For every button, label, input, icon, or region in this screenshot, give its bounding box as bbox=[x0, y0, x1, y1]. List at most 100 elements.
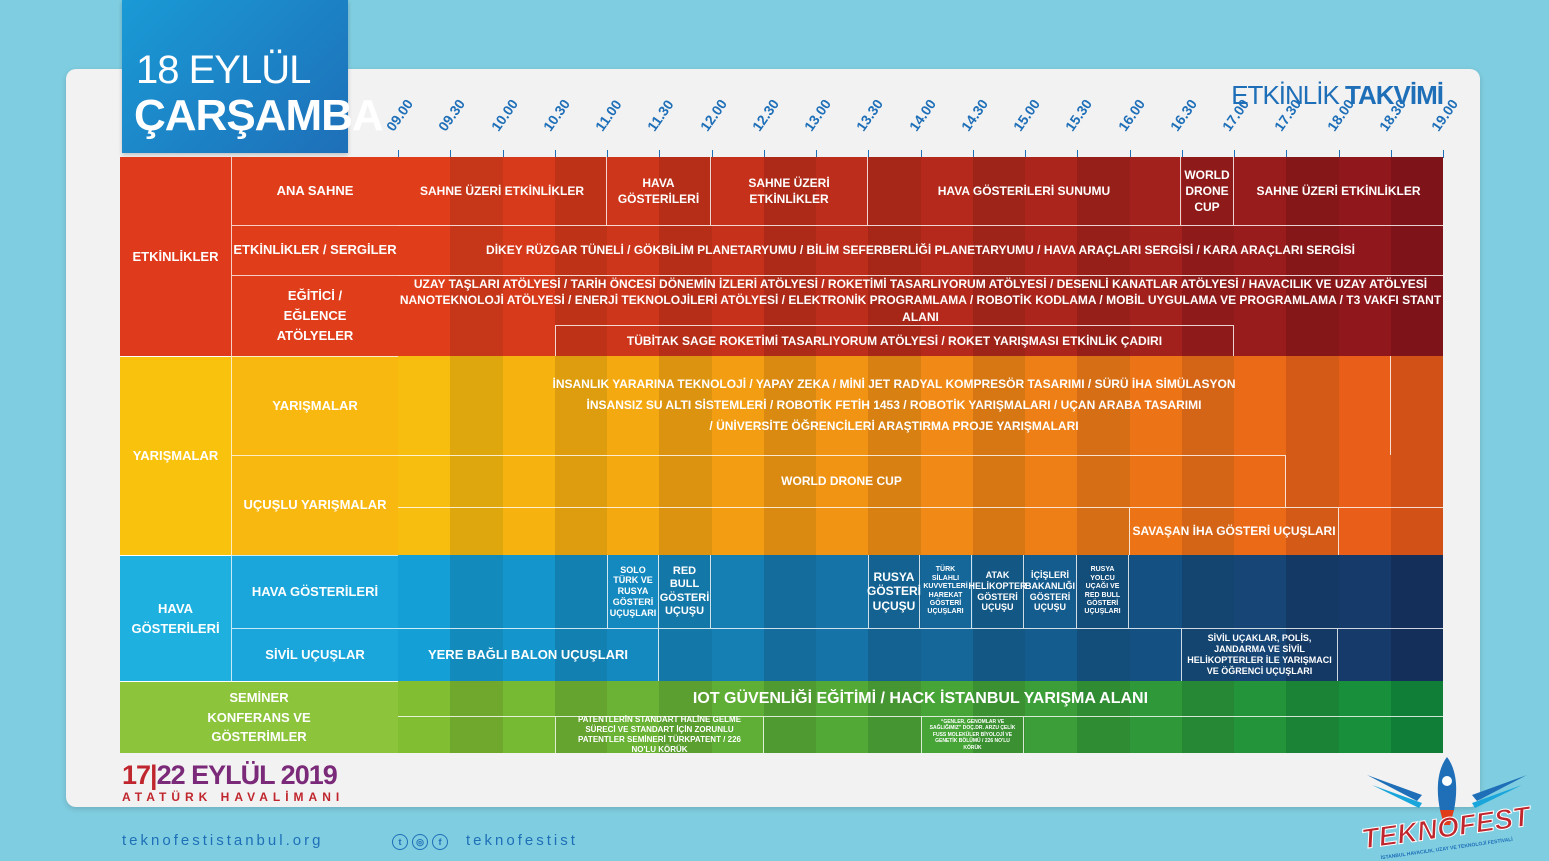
band-segment bbox=[450, 681, 504, 753]
band-segment bbox=[398, 555, 451, 681]
event-cell: WORLD DRONE CUP bbox=[398, 455, 1286, 507]
festival-place: ATATÜRK HAVALİMANI bbox=[122, 790, 345, 804]
event-cell: TÜRK SİLAHLI KUVVETLERİ HAREKAT GÖSTERİ … bbox=[920, 555, 972, 628]
band-segment bbox=[554, 157, 608, 356]
band-segment bbox=[659, 555, 713, 681]
band-segment bbox=[1338, 157, 1392, 356]
event-cell: RUSYA GÖSTERİ UÇUŞU bbox=[867, 555, 921, 628]
time-tick bbox=[398, 150, 399, 158]
time-tick bbox=[1338, 150, 1340, 158]
twitter-icon[interactable]: t bbox=[392, 834, 408, 850]
website-link[interactable]: teknofestistanbul.org bbox=[122, 832, 324, 849]
time-tick bbox=[450, 150, 452, 158]
band-segment bbox=[1129, 157, 1183, 356]
band-red bbox=[398, 157, 1443, 356]
band-segment bbox=[1338, 681, 1392, 753]
band-segment bbox=[972, 681, 1026, 753]
band-segment bbox=[1286, 356, 1340, 555]
event-cell: SOLO TÜRK VE RUSYA GÖSTERİ UÇUŞLARI bbox=[607, 555, 659, 628]
event-cell: RUSYA YOLCU UÇAĞI VE RED BULL GÖSTERİ UÇ… bbox=[1077, 555, 1129, 628]
social-icons: t ◎ f bbox=[392, 834, 448, 850]
event-cell: SAVAŞAN İHA GÖSTERİ UÇUŞLARI bbox=[1129, 507, 1338, 555]
category-yarismalar: YARIŞMALAR bbox=[120, 356, 231, 555]
band-segment bbox=[607, 681, 660, 753]
band-segment bbox=[868, 681, 922, 753]
band-segment bbox=[1181, 555, 1235, 681]
band-segment bbox=[763, 555, 817, 681]
band-segment bbox=[1338, 356, 1392, 555]
band-segment bbox=[711, 555, 765, 681]
time-tick bbox=[1286, 150, 1288, 158]
band-segment bbox=[450, 555, 504, 681]
date-start: 17 bbox=[122, 760, 151, 790]
event-line: / ÜNİVERSİTE ÖĞRENCİLERİ ARAŞTIRMA PROJE… bbox=[709, 419, 1079, 433]
sub-sergiler: ETKİNLİKLER / SERGİLER bbox=[231, 225, 398, 275]
empty-cell bbox=[1024, 716, 1443, 753]
event-cell: SİVİL UÇAKLAR, POLİS, JANDARMA VE SİVİL … bbox=[1181, 628, 1338, 681]
band-segment bbox=[450, 157, 504, 356]
sub-ana-sahne: ANA SAHNE bbox=[231, 157, 398, 225]
date-day: 18 EYLÜL bbox=[136, 48, 311, 92]
band-segment bbox=[816, 555, 869, 681]
empty-cell bbox=[1338, 507, 1443, 555]
empty-cell bbox=[398, 507, 1129, 555]
band-segment bbox=[1077, 681, 1131, 753]
date-year: 2019 bbox=[274, 760, 338, 790]
band-segment bbox=[920, 157, 974, 356]
date-header: 18 EYLÜL ÇARŞAMBA bbox=[122, 0, 384, 153]
empty-cell bbox=[659, 628, 1181, 681]
event-line: NANOTEKNOLOJİ ATÖLYESİ / ENERJİ TEKNOLOJ… bbox=[399, 293, 1442, 324]
event-cell: “GENLER, GENOMLAR VE SAĞLIĞIMIZ” DOÇ.DR.… bbox=[921, 716, 1024, 753]
band-segment bbox=[1025, 157, 1078, 356]
band-segment bbox=[816, 157, 869, 356]
event-cell: WORLD DRONE CUP bbox=[1181, 157, 1234, 225]
time-tick bbox=[1234, 150, 1235, 158]
time-tick bbox=[1443, 150, 1444, 158]
time-tick bbox=[1181, 150, 1183, 158]
band-segment bbox=[711, 157, 765, 356]
event-cell: SAHNE ÜZERİ ETKİNLİKLER bbox=[398, 157, 607, 225]
title-bold: TAKVİMİ bbox=[1345, 80, 1444, 110]
band-segment bbox=[1286, 681, 1340, 753]
band-segment bbox=[1129, 555, 1183, 681]
band-segment bbox=[1025, 555, 1078, 681]
page-title: ETKİNLİK TAKVİMİ bbox=[1231, 80, 1444, 111]
event-cell: RED BULL GÖSTERİ UÇUŞU bbox=[659, 555, 711, 628]
event-cell: PATENTLERİN STANDART HALİNE GELME SÜRECİ… bbox=[555, 715, 764, 754]
event-cell: TÜBİTAK SAGE ROKETİMİ TASARLIYORUM ATÖLY… bbox=[555, 325, 1234, 356]
band-segment bbox=[1234, 555, 1287, 681]
event-cell: İÇİŞLERİ BAKANLIĞI GÖSTERİ UÇUŞU bbox=[1024, 555, 1077, 628]
sub-sivil: SİVİL UÇUŞLAR bbox=[231, 628, 398, 681]
band-segment bbox=[1181, 157, 1235, 356]
facebook-icon[interactable]: f bbox=[432, 834, 448, 850]
band-segment bbox=[1129, 681, 1183, 753]
empty-cell bbox=[764, 716, 921, 753]
band-segment bbox=[763, 681, 817, 753]
event-line: İNSANSIZ SU ALTI SİSTEMLERİ / ROBOTİK FE… bbox=[586, 398, 1202, 412]
instagram-icon[interactable]: ◎ bbox=[412, 834, 428, 850]
date-end: 22 EYLÜL bbox=[156, 760, 276, 790]
band-segment bbox=[711, 681, 765, 753]
category-etkinlikler: ETKİNLİKLER bbox=[120, 157, 231, 356]
teknofest-logo: TEKNOFEST İSTANBUL HAVACILIK, UZAY VE TE… bbox=[1362, 757, 1532, 859]
band-segment bbox=[1077, 157, 1131, 356]
band-segment bbox=[1390, 555, 1443, 681]
category-hava: HAVA GÖSTERİLERİ bbox=[120, 555, 231, 681]
time-tick bbox=[659, 150, 661, 158]
band-segment bbox=[1286, 157, 1340, 356]
band-segment bbox=[1077, 555, 1131, 681]
time-tick bbox=[763, 150, 765, 158]
band-segment bbox=[607, 555, 660, 681]
time-tick bbox=[554, 150, 556, 158]
sub-atolyeler: EĞİTİCİ / EĞLENCE ATÖLYELER bbox=[231, 275, 398, 356]
event-cell: İNSANLIK YARARINA TEKNOLOJİ / YAPAY ZEKA… bbox=[398, 356, 1390, 455]
sub-hava-gosterileri: HAVA GÖSTERİLERİ bbox=[231, 555, 398, 628]
time-tick bbox=[972, 150, 974, 158]
band-segment bbox=[868, 555, 922, 681]
festival-dates: 17|22 EYLÜL 2019 bbox=[122, 760, 338, 790]
band-segment bbox=[1390, 356, 1443, 555]
event-cell: IOT GÜVENLİĞİ EĞİTİMİ / HACK İSTANBUL YA… bbox=[692, 689, 1149, 707]
time-tick bbox=[607, 150, 608, 158]
event-cell: ATAK HELİKOPTER GÖSTERİ UÇUŞU bbox=[969, 555, 1027, 628]
time-tick bbox=[1025, 150, 1026, 158]
